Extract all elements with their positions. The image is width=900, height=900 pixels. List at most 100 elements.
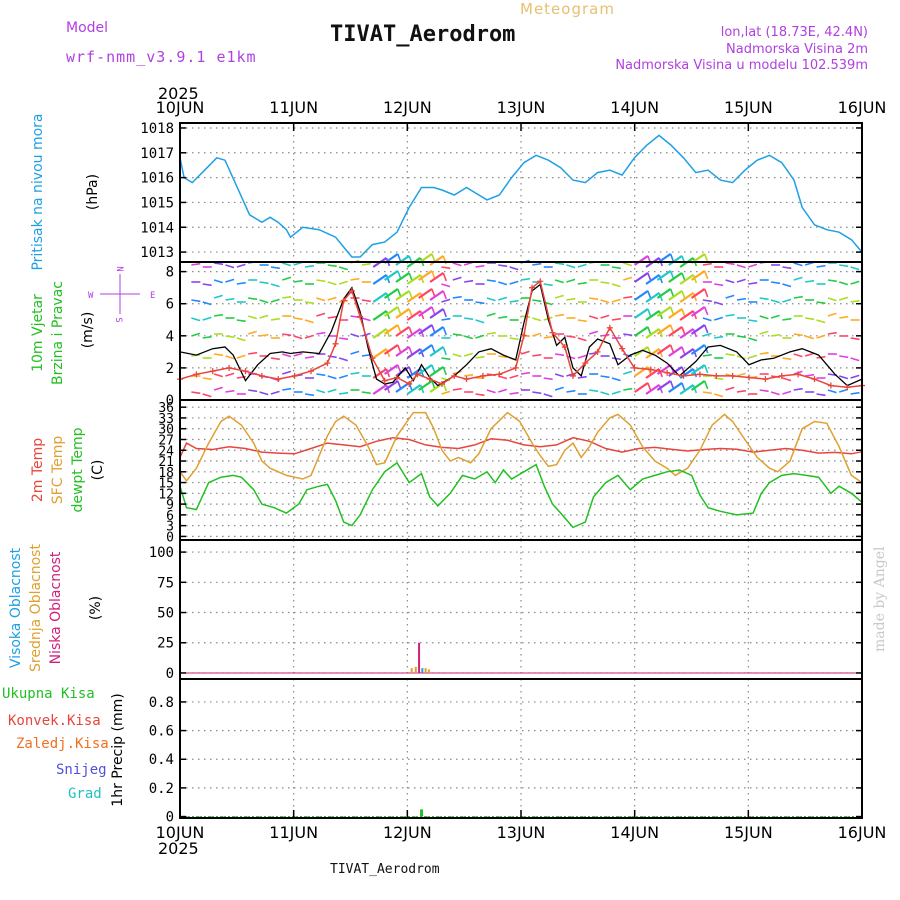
wind-barb [338, 357, 348, 362]
wind-barb [656, 380, 672, 391]
wind-barb [748, 263, 758, 268]
wind-barb-flag [703, 306, 709, 316]
wind-barb-flag [431, 364, 436, 374]
wind-barb-flag [408, 308, 413, 318]
wind-barb [702, 391, 712, 395]
wind-barb [225, 278, 235, 283]
wind-barb [690, 288, 706, 299]
wind-barb [611, 377, 621, 382]
precip-legend-label: Konvek.Kisa [8, 713, 101, 729]
wind-barb-flag [408, 346, 413, 356]
wind-barb [816, 264, 826, 268]
wind-unit: (m/s) [80, 312, 96, 349]
temperature-ytick-label: 27 [158, 433, 174, 448]
wind-barb [736, 389, 746, 393]
temp2m-line [179, 436, 863, 458]
wind-barb [464, 279, 474, 283]
wind-barb [350, 350, 360, 355]
wind-barb-flag [647, 272, 652, 282]
wind-barb [486, 312, 496, 317]
cloud-bar [421, 668, 424, 673]
wind-barb [645, 292, 660, 303]
wind-barb [429, 290, 444, 301]
wind-barb [361, 299, 371, 303]
wind-barb [793, 276, 803, 281]
axis-layer: 1013101410151016101710180246803691215182… [140, 84, 886, 858]
wind-barb [383, 288, 399, 299]
wind-barb [543, 335, 553, 339]
wind-gust-marker [193, 371, 200, 378]
wind-barb [827, 312, 837, 317]
wind-barb [623, 353, 633, 358]
pressure-ytick-label: 1013 [140, 245, 174, 261]
wind-barb [532, 262, 542, 266]
clouds-ytick-label: 100 [149, 545, 174, 561]
wind-barb [464, 317, 474, 321]
wind-barb [532, 391, 542, 395]
grid-layer [180, 123, 862, 818]
cloud-bar [418, 642, 421, 673]
wind-barb [725, 262, 735, 266]
wind-barb [248, 351, 258, 355]
wind-barb-flag [647, 290, 652, 300]
wind-barb [805, 317, 815, 321]
wind-barb [236, 263, 246, 268]
xtick-label-top: 10JUN [156, 98, 205, 117]
wind-barb [383, 270, 399, 281]
wind-gust-marker [357, 313, 364, 320]
wind-barb [656, 306, 672, 317]
wind-barb [270, 283, 280, 288]
pressure-ytick-label: 1014 [140, 220, 174, 236]
pressure-unit: (hPa) [85, 174, 101, 210]
wind-barb [441, 298, 451, 303]
wind-barb-flag [703, 364, 709, 374]
wind-barb [690, 380, 706, 391]
wind-gust-marker [496, 371, 503, 378]
wind-barb [566, 389, 576, 393]
wind-barb [600, 314, 610, 319]
wind-barb [236, 281, 246, 285]
wind-barb [623, 387, 633, 391]
wind-barb [554, 353, 565, 357]
meteogram-label: Meteogram [520, 0, 615, 18]
wind-barb [452, 295, 462, 299]
wind-barb [418, 288, 433, 299]
wind-barb [725, 313, 735, 317]
wind-barb [588, 330, 599, 335]
wind-gust-marker [619, 345, 626, 352]
wind-barb [191, 332, 201, 337]
altitude-label: Nadmorska Visina 2m [726, 42, 868, 57]
wind-barb [668, 308, 683, 319]
compass-w: W [88, 291, 94, 301]
wind-barb [270, 298, 280, 303]
wind-barb [702, 332, 712, 337]
wind-barb-flag [431, 324, 436, 334]
wind-gust-marker [209, 368, 216, 375]
wind-barb [804, 335, 815, 340]
wind-barb [441, 266, 451, 270]
wind-barb [372, 292, 388, 303]
wind-barb [679, 384, 694, 395]
pressure-line [179, 134, 863, 258]
wind-barb [441, 357, 451, 361]
temperature-ytick-label: 12 [158, 487, 174, 502]
temperature-ytick-label: 21 [158, 455, 174, 470]
wind-gust-marker [242, 368, 249, 375]
wind-barb [327, 281, 337, 286]
wind-barb [270, 390, 280, 395]
wind-barb-flag [669, 324, 675, 334]
wind-barb [611, 266, 621, 270]
cloud-bar [424, 668, 427, 673]
wind-gust-marker [762, 376, 769, 383]
wind-barb [566, 297, 576, 301]
wind-barb [839, 264, 849, 268]
wind-barb [282, 262, 292, 267]
wind-gust-marker [451, 372, 458, 379]
wind-barb [372, 274, 388, 285]
temperature-ytick-label: 33 [158, 412, 174, 427]
wind-barb-flag [681, 346, 686, 356]
wind-barb [509, 337, 519, 341]
wind-barb [645, 348, 660, 359]
wind-barb [259, 299, 269, 304]
wind-barb [532, 299, 542, 303]
